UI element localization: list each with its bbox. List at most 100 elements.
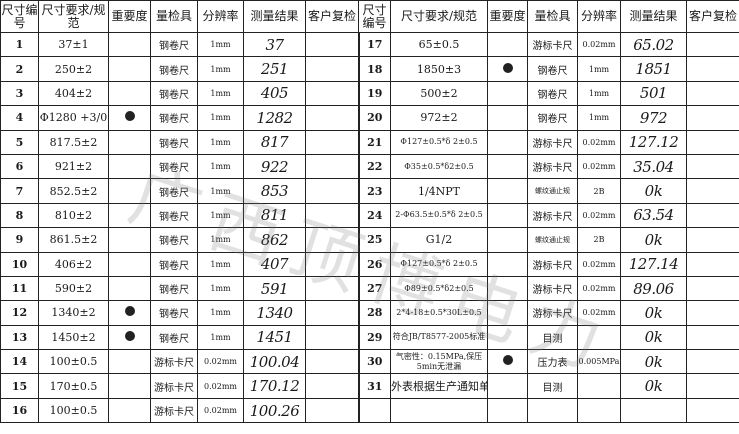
dimension-no: 24 bbox=[357, 202, 391, 229]
resolution-value: 1mm bbox=[197, 80, 244, 107]
header-row: 尺寸编号 尺寸要求/规范 重要度 量检具 分辨率 测量结果 客户复检 尺寸编号 尺寸要求/规范重… bbox=[0, 0, 739, 33]
dimension-no: 19 bbox=[357, 80, 391, 107]
measured-result: 100.26 bbox=[243, 397, 306, 424]
spec-value: 972±2 bbox=[390, 105, 488, 131]
gauge-name: 游标卡尺 bbox=[527, 129, 578, 155]
dimension-no: 15 bbox=[0, 373, 39, 399]
dimension-no: 2 bbox=[0, 56, 39, 82]
spec-value bbox=[390, 397, 488, 424]
importance-cell bbox=[108, 129, 151, 155]
spec-value: 817.5±2 bbox=[38, 129, 109, 155]
measured-result: 853 bbox=[243, 178, 306, 204]
spec-value: 2*4-18±0.5*30L±0.5 bbox=[390, 300, 488, 326]
spec-value: Φ35±0.5*δ2±0.5 bbox=[390, 153, 488, 180]
spec-value: 37±1 bbox=[38, 31, 109, 58]
gauge-name: 钢卷尺 bbox=[150, 300, 198, 326]
resolution-value bbox=[577, 324, 621, 351]
dimension-no: 5 bbox=[0, 129, 39, 155]
customer-recheck-cell bbox=[686, 349, 739, 375]
resolution-value: 1mm bbox=[197, 202, 244, 229]
measured-result: 0k bbox=[620, 178, 687, 204]
spec-value: 590±2 bbox=[38, 275, 109, 302]
table-row: 3 404±2 钢卷尺 1mm 405 19 500±2 钢卷尺 1mm 501 bbox=[0, 80, 739, 107]
customer-recheck-cell bbox=[305, 80, 359, 107]
table-row: 12 1340±2 钢卷尺 1mm 1340 28 2*4-18±0.5*30L±0.5 游标… bbox=[0, 300, 739, 326]
table-row: 13 1450±2 钢卷尺 1mm 1451 29 符合JB/T8577-2005标准 目测 0… bbox=[0, 324, 739, 351]
importance-cell bbox=[108, 178, 151, 204]
customer-recheck-cell bbox=[305, 153, 359, 180]
measured-result: 89.06 bbox=[620, 275, 687, 302]
importance-cell bbox=[487, 397, 528, 424]
customer-recheck-cell bbox=[686, 227, 739, 253]
gauge-name: 游标卡尺 bbox=[150, 373, 198, 399]
measured-result: 0k bbox=[620, 349, 687, 375]
importance-cell bbox=[108, 227, 151, 253]
gauge-name: 螺纹通止规 bbox=[527, 227, 578, 253]
customer-recheck-cell bbox=[305, 31, 359, 58]
spec-value: 100±0.5 bbox=[38, 397, 109, 424]
resolution-value: 0.02mm bbox=[577, 251, 621, 277]
dimension-no: 4 bbox=[0, 105, 39, 131]
gauge-name: 游标卡尺 bbox=[150, 397, 198, 424]
dimension-no: 12 bbox=[0, 300, 39, 326]
resolution-value: 0.02mm bbox=[197, 373, 244, 399]
customer-recheck-cell bbox=[686, 373, 739, 399]
dimension-no: 3 bbox=[0, 80, 39, 107]
spec-value: 861.5±2 bbox=[38, 227, 109, 253]
gauge-name: 钢卷尺 bbox=[150, 31, 198, 58]
importance-cell bbox=[108, 397, 151, 424]
table-row: 10 406±2 钢卷尺 1mm 407 26 Φ127±0.5*δ 2±0.5 游标卡尺 0.… bbox=[0, 251, 739, 277]
gauge-name: 游标卡尺 bbox=[527, 275, 578, 302]
measured-result: 972 bbox=[620, 105, 687, 131]
gauge-name: 钢卷尺 bbox=[527, 105, 578, 131]
customer-recheck-cell bbox=[305, 397, 359, 424]
measured-result: 1340 bbox=[243, 300, 306, 326]
resolution-value: 1mm bbox=[197, 227, 244, 253]
spec-value: 2-Φ63.5±0.5*δ 2±0.5 bbox=[390, 202, 488, 229]
measured-result: 37 bbox=[243, 31, 306, 58]
spec-value: 250±2 bbox=[38, 56, 109, 82]
importance-cell bbox=[108, 373, 151, 399]
customer-recheck-cell bbox=[686, 178, 739, 204]
measured-result: 817 bbox=[243, 129, 306, 155]
dimension-no: 16 bbox=[0, 397, 39, 424]
resolution-value: 1mm bbox=[577, 80, 621, 107]
customer-recheck-cell bbox=[686, 300, 739, 326]
gauge-name: 钢卷尺 bbox=[150, 105, 198, 131]
gauge-name: 钢卷尺 bbox=[527, 56, 578, 82]
gauge-name: 游标卡尺 bbox=[150, 349, 198, 375]
header-importance: 重要度 bbox=[487, 0, 528, 33]
customer-recheck-cell bbox=[686, 129, 739, 155]
resolution-value: 1mm bbox=[197, 275, 244, 302]
table-row: 2 250±2 钢卷尺 1mm 251 18 1850±3 钢卷尺 1mm 1851 bbox=[0, 56, 739, 82]
importance-cell bbox=[108, 80, 151, 107]
dimension-no: 29 bbox=[357, 324, 391, 351]
dimension-no: 21 bbox=[357, 129, 391, 155]
spec-value: 921±2 bbox=[38, 153, 109, 180]
importance-cell bbox=[108, 202, 151, 229]
dimension-no: 6 bbox=[0, 153, 39, 180]
header-customer-recheck: 客户复检 bbox=[305, 0, 359, 33]
spec-value: 404±2 bbox=[38, 80, 109, 107]
importance-cell bbox=[487, 300, 528, 326]
table-row: 1 37±1 钢卷尺 1mm 37 17 65±0.5 游标卡尺 0.02mm 65.02 bbox=[0, 31, 739, 58]
importance-cell bbox=[487, 275, 528, 302]
importance-cell bbox=[487, 129, 528, 155]
gauge-name: 目测 bbox=[527, 324, 578, 351]
resolution-value: 1mm bbox=[197, 105, 244, 131]
measured-result: 1851 bbox=[620, 56, 687, 82]
gauge-name: 钢卷尺 bbox=[150, 153, 198, 180]
table-row: 7 852.5±2 钢卷尺 1mm 853 23 1/4NPT 螺纹通止规 2B 0k bbox=[0, 178, 739, 204]
customer-recheck-cell bbox=[686, 202, 739, 229]
spec-value: 外表根据生产通知单做油漆 bbox=[390, 373, 488, 399]
gauge-name: 钢卷尺 bbox=[527, 80, 578, 107]
table-row: 6 921±2 钢卷尺 1mm 922 22 Φ35±0.5*δ2±0.5 游标卡尺 0.02m… bbox=[0, 153, 739, 180]
measured-result: 0k bbox=[620, 324, 687, 351]
importance-cell bbox=[487, 373, 528, 399]
resolution-value: 1mm bbox=[197, 153, 244, 180]
customer-recheck-cell bbox=[305, 349, 359, 375]
dimension-no: 1 bbox=[0, 31, 39, 58]
spec-value: 1/4NPT bbox=[390, 178, 488, 204]
customer-recheck-cell bbox=[686, 80, 739, 107]
dimension-no: 30 bbox=[357, 349, 391, 375]
